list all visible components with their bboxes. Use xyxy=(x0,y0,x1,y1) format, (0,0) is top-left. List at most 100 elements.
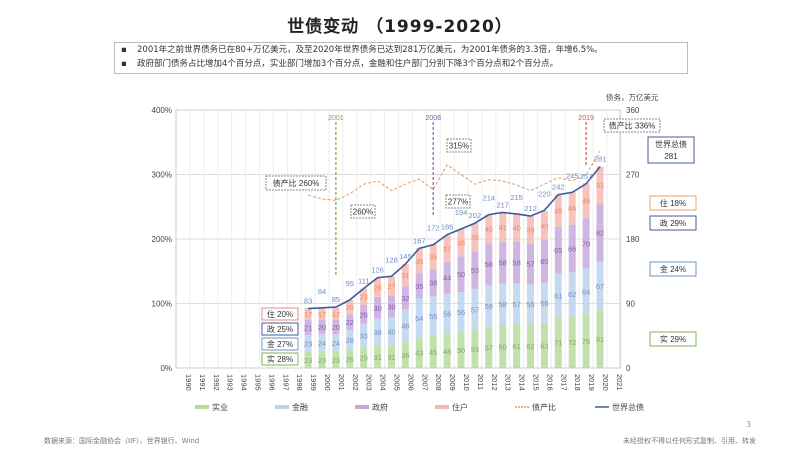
bar-household xyxy=(415,248,423,274)
bar-household xyxy=(346,299,354,315)
data-label-real: 50 xyxy=(457,346,465,355)
x-tick: 2003 xyxy=(365,374,374,391)
data-label-financial: 56 xyxy=(540,299,548,308)
bar-real xyxy=(527,323,534,368)
x-tick: 2021 xyxy=(615,374,624,391)
x-tick: 1996 xyxy=(267,374,276,391)
data-label-financial: 57 xyxy=(512,300,520,309)
total-label: 245 xyxy=(566,171,579,180)
bar-financial xyxy=(443,293,451,334)
legend-label: 世界总债 xyxy=(612,402,644,412)
y-left-tick: 400% xyxy=(152,106,172,115)
data-label-government: 20 xyxy=(318,323,326,332)
data-label-financial: 33 xyxy=(360,331,368,340)
total-label: 257 xyxy=(580,172,593,181)
right-share-annotation-box xyxy=(649,195,697,211)
bar-real xyxy=(554,317,562,368)
legend-label: 债产比 xyxy=(532,402,556,412)
ratio-end-annotation: 债产比 336% xyxy=(609,121,656,131)
bar-real xyxy=(332,351,340,368)
bar-government xyxy=(318,319,326,335)
total-end-box xyxy=(647,136,695,164)
data-label-household: 40 xyxy=(485,225,493,234)
bar-government xyxy=(499,241,507,284)
data-label-real: 61 xyxy=(512,342,520,351)
page-title: 世债变动 （1999-2020） xyxy=(287,17,513,37)
data-label-financial: 57 xyxy=(471,306,479,315)
data-label-government: 50 xyxy=(457,270,465,279)
data-label-financial: 23 xyxy=(304,339,312,348)
total-label: 281 xyxy=(594,155,607,164)
total-label: 202 xyxy=(469,211,482,220)
data-label-household: 31 xyxy=(401,271,409,280)
x-tick: 2020 xyxy=(601,374,610,391)
bar-government xyxy=(554,226,562,274)
bar-household xyxy=(304,307,312,320)
ratio-2001-annotation: 260% xyxy=(353,208,373,217)
bar-household xyxy=(401,264,409,287)
bar-real xyxy=(471,330,479,368)
left-share-annotation-box xyxy=(261,322,299,336)
bar-real xyxy=(304,351,312,368)
ratio-start-annotation-box xyxy=(265,175,327,191)
ratio-2009-annotation-box xyxy=(446,138,472,153)
data-label-household: 26 xyxy=(373,284,381,293)
bar-government xyxy=(582,218,590,269)
bar-real xyxy=(499,325,507,368)
marker-label: 2001 xyxy=(328,115,344,122)
bar-household xyxy=(332,307,340,320)
bar-government xyxy=(401,286,409,310)
total-label: 111 xyxy=(358,276,369,285)
data-label-household: 45 xyxy=(554,207,562,216)
y-right-tick: 0 xyxy=(626,364,631,373)
x-tick: 2014 xyxy=(518,374,527,391)
total-label: 84 xyxy=(318,287,326,296)
data-label-real: 45 xyxy=(429,348,437,357)
left-share-annotation-box xyxy=(261,307,299,321)
data-label-household: 41 xyxy=(499,223,507,232)
data-label-household: 17 xyxy=(318,310,326,319)
data-label-household: 40 xyxy=(540,221,548,230)
bar-financial xyxy=(513,283,521,325)
bar-real xyxy=(596,309,604,368)
bar-real xyxy=(457,332,465,368)
bar-real xyxy=(318,351,326,368)
data-label-real: 63 xyxy=(540,341,548,350)
bar-household xyxy=(540,211,548,240)
data-label-financial: 38 xyxy=(373,328,381,337)
data-label-real: 25 xyxy=(346,355,354,364)
data-label-real: 36 xyxy=(401,351,409,360)
legend-swatch-government xyxy=(355,405,369,409)
total-label: 145 xyxy=(399,252,412,261)
x-tick: 1994 xyxy=(240,374,249,391)
data-label-household: 40 xyxy=(512,224,520,233)
bar-real xyxy=(401,342,409,368)
x-tick: 2000 xyxy=(323,374,332,391)
data-label-real: 57 xyxy=(485,344,493,353)
bar-government xyxy=(388,295,395,318)
y-left-tick: 200% xyxy=(152,235,172,244)
bar-real xyxy=(429,335,437,368)
bar-government xyxy=(332,319,340,335)
data-label-household: 38 xyxy=(457,239,465,248)
data-label-government: 53 xyxy=(471,266,479,275)
data-label-financial: 24 xyxy=(332,339,340,348)
left-share-annotation: 住 20% xyxy=(267,309,293,319)
bar-government xyxy=(596,203,604,262)
bar-financial xyxy=(540,282,548,323)
right-share-annotation: 住 18% xyxy=(660,198,686,208)
x-tick: 2004 xyxy=(379,374,388,391)
data-label-real: 23 xyxy=(318,356,326,365)
page-number: 3 xyxy=(746,420,752,429)
x-tick: 2009 xyxy=(448,374,457,391)
right-share-annotation-box xyxy=(649,215,697,231)
data-label-household: 46 xyxy=(568,204,576,213)
bar-household xyxy=(596,166,604,204)
right-share-annotation: 实 29% xyxy=(660,334,686,344)
data-label-real: 60 xyxy=(499,343,507,352)
bar-government xyxy=(374,297,382,319)
y-right-tick: 360 xyxy=(626,106,640,115)
bar-household xyxy=(554,194,562,227)
data-label-household: 51 xyxy=(596,181,604,190)
